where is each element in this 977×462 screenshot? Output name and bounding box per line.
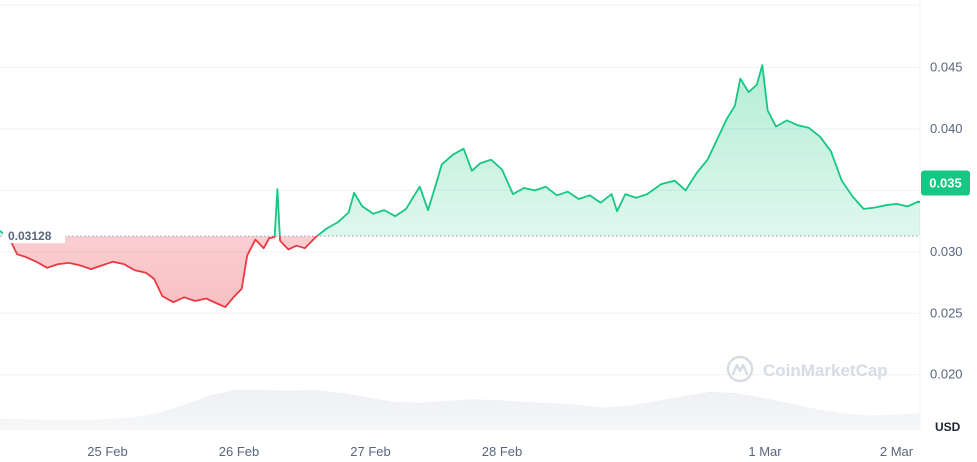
y-tick-label: 0.040: [930, 121, 963, 136]
current-price-badge: 0.035: [921, 170, 970, 196]
watermark-text: CoinMarketCap: [763, 361, 888, 380]
currency-unit-label: USD: [935, 420, 961, 434]
current-price-text: 0.035: [929, 176, 962, 191]
price-line: [0, 64, 920, 308]
y-tick-label: 0.030: [930, 244, 963, 259]
price-area-fill: [0, 65, 920, 308]
volume-area-shape: [0, 389, 920, 430]
x-tick-label: 1 Mar: [748, 444, 782, 459]
reference-label-background: [3, 227, 65, 244]
x-tick-label: 25 Feb: [87, 444, 127, 459]
y-axis: 0.020 0.025 0.030 0.035 0.040 0.045: [930, 60, 963, 382]
x-tick-label: 2 Mar: [880, 444, 914, 459]
volume-area: [0, 389, 920, 430]
current-price-badge-background: [921, 170, 970, 196]
x-tick-label: 26 Feb: [219, 444, 259, 459]
area-fill-below-reference: [7, 236, 317, 308]
coinmarketcap-logo-icon: [726, 355, 754, 383]
price-line-down-segment: [5, 236, 319, 308]
area-fill-above-reference: [0, 65, 920, 237]
y-tick-label: 0.025: [930, 305, 963, 320]
price-line-up-segment: [0, 64, 920, 237]
x-tick-label: 28 Feb: [482, 444, 522, 459]
y-tick-label: 0.020: [930, 367, 963, 382]
reference-price-label: 0.03128: [3, 227, 65, 244]
watermark: CoinMarketCap: [726, 355, 888, 383]
reference-price-text: 0.03128: [8, 229, 52, 243]
x-tick-label: 27 Feb: [350, 444, 390, 459]
y-tick-label: 0.045: [930, 60, 963, 75]
